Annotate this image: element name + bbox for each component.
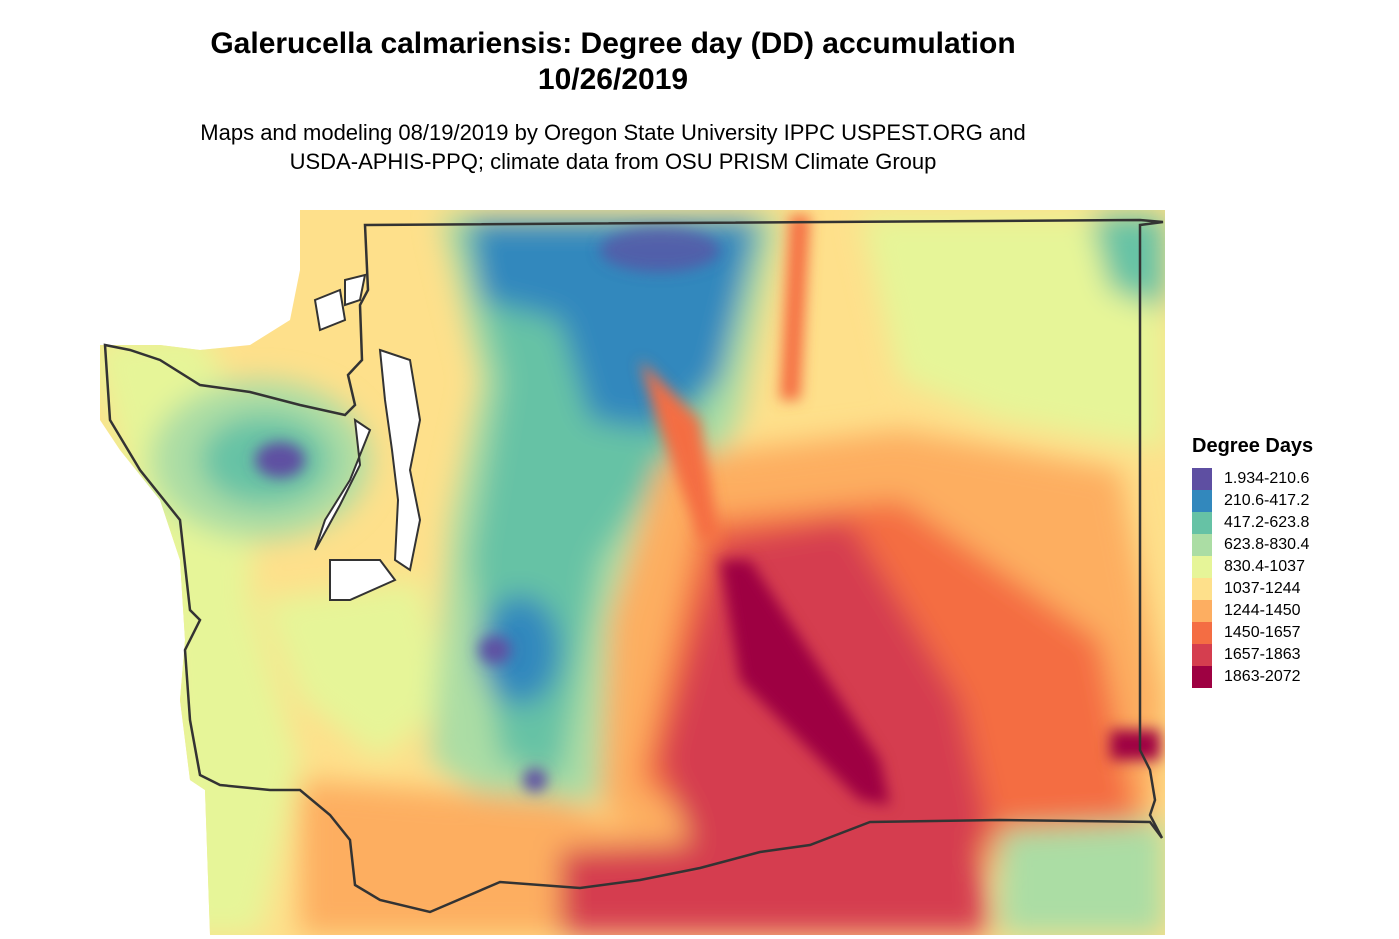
legend-swatch [1192, 666, 1212, 688]
zone-ne-highlands [860, 215, 1165, 450]
legend-label: 1450-1657 [1224, 624, 1301, 641]
legend-items: 1.934-210.6 210.6-417.2 417.2-623.8 623.8-8… [1192, 468, 1313, 688]
san-juan-island-2 [344, 273, 367, 307]
zone-rainier-peak [479, 636, 511, 664]
legend-swatch [1192, 534, 1212, 556]
legend-label: 417.2-623.8 [1224, 514, 1310, 531]
legend-label: 830.4-1037 [1224, 558, 1305, 575]
legend-label: 1657-1863 [1224, 646, 1301, 663]
legend-item: 830.4-1037 [1192, 556, 1313, 578]
zone-se-hills [1000, 820, 1165, 935]
title-line-2: 10/26/2019 [537, 63, 689, 96]
zone-adams-peak [523, 768, 547, 792]
legend: Degree Days 1.934-210.6 210.6-417.2 417.2-… [1192, 434, 1313, 688]
zone-tricities-hottest [1110, 730, 1160, 760]
legend-swatch [1192, 622, 1212, 644]
legend-swatch [1192, 578, 1212, 600]
subtitle-line-1: Maps and modeling 08/19/2019 by Oregon S… [200, 120, 1026, 145]
legend-label: 1.934-210.6 [1224, 470, 1310, 487]
sound-south-inlets [329, 559, 397, 601]
legend-label: 210.6-417.2 [1224, 492, 1310, 509]
zone-olympics-peak [255, 442, 305, 478]
legend-item: 1.934-210.6 [1192, 468, 1313, 490]
legend-swatch [1192, 512, 1212, 534]
legend-label: 1037-1244 [1224, 580, 1301, 597]
zone-west-valley [260, 580, 450, 760]
map-title: Galerucella calmariensis: Degree day (DD… [0, 26, 1226, 98]
sound-main-channel [378, 348, 422, 572]
degree-day-map [100, 210, 1165, 935]
puget-sound [313, 273, 422, 601]
legend-swatch [1192, 600, 1212, 622]
legend-item: 623.8-830.4 [1192, 534, 1313, 556]
zone-wenatchee-valley [640, 360, 720, 540]
zone-okanogan-valley [780, 215, 810, 400]
zone-columbia-hottest [720, 560, 890, 805]
legend-item: 1450-1657 [1192, 622, 1313, 644]
legend-item: 1037-1244 [1192, 578, 1313, 600]
zone-rainier [480, 595, 560, 705]
zone-north-cascade-peak [600, 228, 720, 272]
legend-item: 210.6-417.2 [1192, 490, 1313, 512]
legend-label: 623.8-830.4 [1224, 536, 1310, 553]
zone-gorge-hot [560, 830, 990, 935]
legend-swatch [1192, 556, 1212, 578]
legend-item: 1657-1863 [1192, 644, 1313, 666]
legend-label: 1244-1450 [1224, 602, 1301, 619]
legend-swatch [1192, 468, 1212, 490]
legend-swatch [1192, 490, 1212, 512]
hood-canal [314, 417, 372, 551]
zone-cascades-high [470, 220, 760, 430]
map-raster [100, 210, 1165, 935]
title-line-1: Galerucella calmariensis: Degree day (DD… [210, 27, 1016, 60]
legend-item: 417.2-623.8 [1192, 512, 1313, 534]
legend-label: 1863-2072 [1224, 668, 1301, 685]
san-juan-island-1 [313, 288, 347, 332]
zone-ne-peaks [1090, 215, 1165, 310]
state-boundary [103, 218, 1164, 914]
legend-item: 1244-1450 [1192, 600, 1313, 622]
subtitle-line-2: USDA-APHIS-PPQ; climate data from OSU PR… [289, 149, 937, 174]
map-subtitle: Maps and modeling 08/19/2019 by Oregon S… [0, 118, 1226, 176]
legend-item: 1863-2072 [1192, 666, 1313, 688]
legend-title: Degree Days [1192, 435, 1314, 457]
legend-swatch [1192, 644, 1212, 666]
